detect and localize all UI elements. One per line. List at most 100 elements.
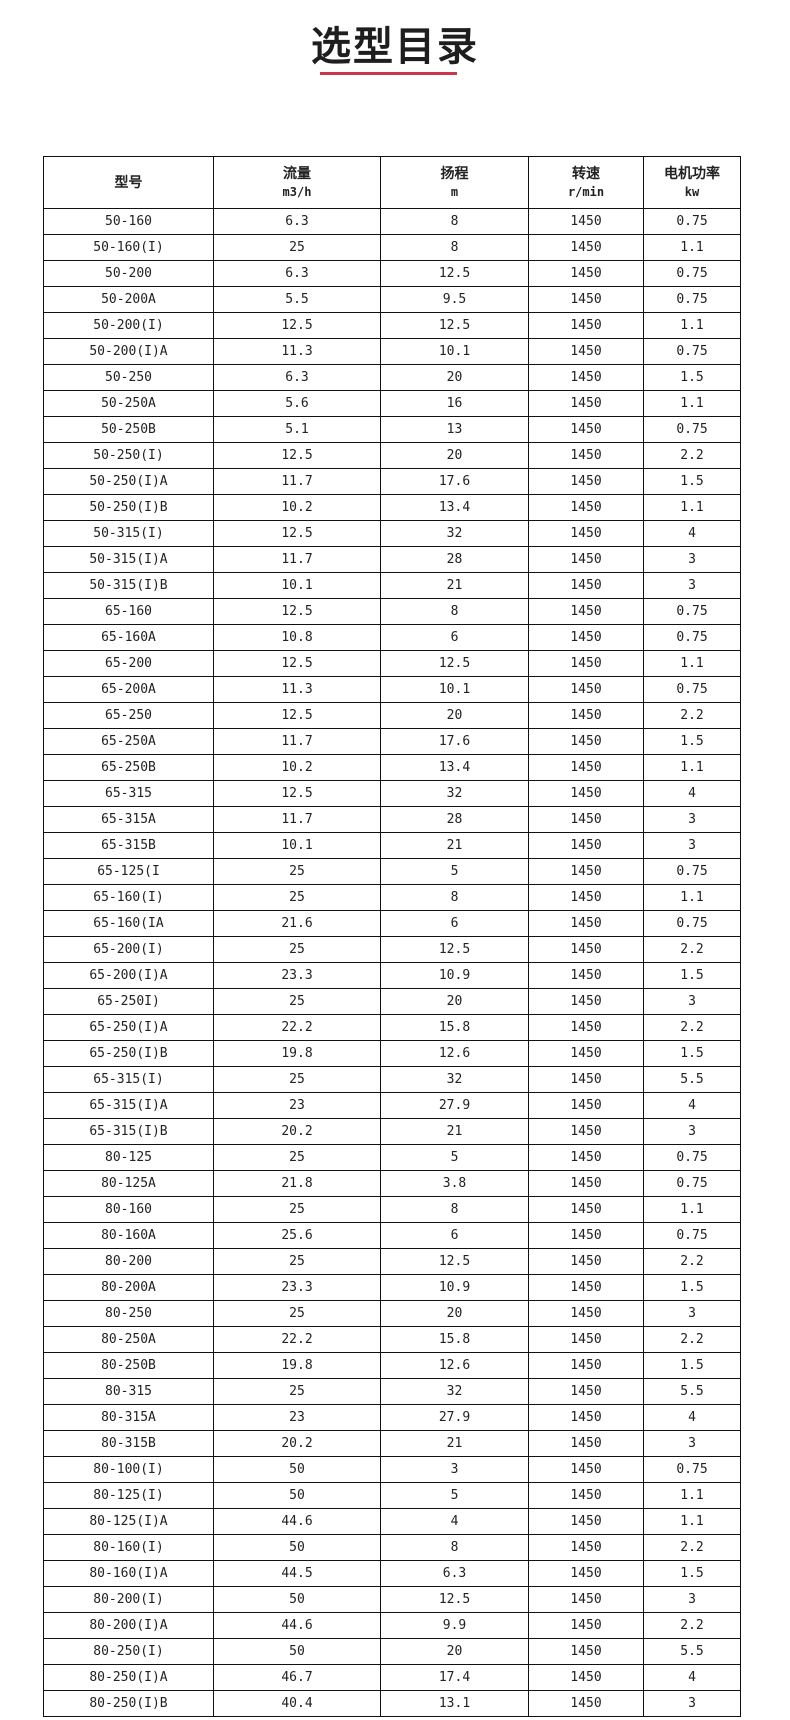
table-row: 80-125 25 5 1450 0.75 xyxy=(43,1144,741,1171)
header-row: 型号 流量 m3/h 扬程 m 转速 r/min 电机功率 kw xyxy=(43,156,741,209)
cell-flow: 25 xyxy=(213,988,381,1015)
cell-power: 0.75 xyxy=(643,1456,741,1483)
cell-model: 80-160A xyxy=(43,1222,214,1249)
cell-power: 0.75 xyxy=(643,910,741,937)
header-label: 型号 xyxy=(114,174,143,191)
cell-power: 4 xyxy=(643,520,741,547)
cell-power: 0.75 xyxy=(643,598,741,625)
table-row: 80-315B 20.2 21 1450 3 xyxy=(43,1430,741,1457)
cell-model: 80-160(I)A xyxy=(43,1560,214,1587)
cell-speed: 1450 xyxy=(528,936,644,963)
cell-power: 2.2 xyxy=(643,936,741,963)
cell-flow: 11.7 xyxy=(213,546,381,573)
cell-power: 1.1 xyxy=(643,390,741,417)
cell-speed: 1450 xyxy=(528,1014,644,1041)
cell-model: 50-315(I) xyxy=(43,520,214,547)
cell-power: 2.2 xyxy=(643,442,741,469)
cell-model: 80-160 xyxy=(43,1196,214,1223)
table-row: 80-250 25 20 1450 3 xyxy=(43,1300,741,1327)
cell-model: 80-250(I) xyxy=(43,1638,214,1665)
cell-speed: 1450 xyxy=(528,416,644,443)
table-row: 65-250B 10.2 13.4 1450 1.1 xyxy=(43,754,741,781)
cell-speed: 1450 xyxy=(528,1638,644,1665)
cell-power: 1.1 xyxy=(643,312,741,339)
cell-speed: 1450 xyxy=(528,1456,644,1483)
table-row: 50-200 6.3 12.5 1450 0.75 xyxy=(43,260,741,287)
cell-speed: 1450 xyxy=(528,1274,644,1301)
table-row: 50-315(I)B 10.1 21 1450 3 xyxy=(43,572,741,599)
cell-power: 5.5 xyxy=(643,1378,741,1405)
cell-power: 0.75 xyxy=(643,624,741,651)
cell-model: 50-200A xyxy=(43,286,214,313)
cell-speed: 1450 xyxy=(528,650,644,677)
cell-speed: 1450 xyxy=(528,1092,644,1119)
cell-speed: 1450 xyxy=(528,1170,644,1197)
cell-flow: 6.3 xyxy=(213,364,381,391)
cell-model: 80-250(I)A xyxy=(43,1664,214,1691)
header-unit: m xyxy=(450,184,459,199)
cell-flow: 44.5 xyxy=(213,1560,381,1587)
table-row: 80-250(I) 50 20 1450 5.5 xyxy=(43,1638,741,1665)
cell-flow: 5.5 xyxy=(213,286,381,313)
cell-head: 15.8 xyxy=(380,1326,529,1353)
cell-speed: 1450 xyxy=(528,1248,644,1275)
cell-head: 28 xyxy=(380,806,529,833)
cell-model: 65-315B xyxy=(43,832,214,859)
cell-model: 80-250B xyxy=(43,1352,214,1379)
table-row: 80-250(I)A 46.7 17.4 1450 4 xyxy=(43,1664,741,1691)
cell-power: 0.75 xyxy=(643,858,741,885)
table-row: 80-200(I) 50 12.5 1450 3 xyxy=(43,1586,741,1613)
cell-model: 65-160(IA xyxy=(43,910,214,937)
cell-power: 1.5 xyxy=(643,1274,741,1301)
cell-power: 0.75 xyxy=(643,676,741,703)
header-label: 流量 xyxy=(283,165,311,182)
cell-power: 1.1 xyxy=(643,1482,741,1509)
cell-speed: 1450 xyxy=(528,858,644,885)
cell-flow: 25.6 xyxy=(213,1222,381,1249)
cell-head: 5 xyxy=(380,1144,529,1171)
cell-model: 80-160(I) xyxy=(43,1534,214,1561)
table-row: 65-160(IA 21.6 6 1450 0.75 xyxy=(43,910,741,937)
cell-head: 13.4 xyxy=(380,494,529,521)
cell-power: 3 xyxy=(643,806,741,833)
table-row: 80-160A 25.6 6 1450 0.75 xyxy=(43,1222,741,1249)
cell-power: 0.75 xyxy=(643,416,741,443)
cell-flow: 11.7 xyxy=(213,806,381,833)
cell-flow: 23 xyxy=(213,1092,381,1119)
cell-model: 80-125(I) xyxy=(43,1482,214,1509)
table-row: 65-200 12.5 12.5 1450 1.1 xyxy=(43,650,741,677)
header-unit: r/min xyxy=(567,184,605,199)
cell-model: 65-160 xyxy=(43,598,214,625)
cell-power: 5.5 xyxy=(643,1638,741,1665)
cell-flow: 21.6 xyxy=(213,910,381,937)
cell-power: 0.75 xyxy=(643,1144,741,1171)
cell-speed: 1450 xyxy=(528,286,644,313)
cell-speed: 1450 xyxy=(528,572,644,599)
cell-power: 3 xyxy=(643,1430,741,1457)
cell-power: 1.1 xyxy=(643,650,741,677)
cell-head: 12.5 xyxy=(380,650,529,677)
cell-speed: 1450 xyxy=(528,702,644,729)
cell-flow: 22.2 xyxy=(213,1014,381,1041)
cell-power: 3 xyxy=(643,1586,741,1613)
cell-flow: 22.2 xyxy=(213,1326,381,1353)
cell-head: 20 xyxy=(380,442,529,469)
cell-head: 8 xyxy=(380,884,529,911)
cell-speed: 1450 xyxy=(528,676,644,703)
cell-power: 2.2 xyxy=(643,1534,741,1561)
cell-power: 3 xyxy=(643,832,741,859)
cell-power: 0.75 xyxy=(643,1170,741,1197)
cell-head: 13.1 xyxy=(380,1690,529,1717)
cell-flow: 6.3 xyxy=(213,260,381,287)
cell-model: 65-250B xyxy=(43,754,214,781)
cell-model: 50-315(I)B xyxy=(43,572,214,599)
cell-model: 50-200 xyxy=(43,260,214,287)
cell-flow: 10.8 xyxy=(213,624,381,651)
cell-head: 16 xyxy=(380,390,529,417)
cell-flow: 10.2 xyxy=(213,494,381,521)
cell-speed: 1450 xyxy=(528,1664,644,1691)
cell-head: 13.4 xyxy=(380,754,529,781)
cell-power: 4 xyxy=(643,1404,741,1431)
cell-head: 8 xyxy=(380,208,529,235)
cell-flow: 12.5 xyxy=(213,520,381,547)
